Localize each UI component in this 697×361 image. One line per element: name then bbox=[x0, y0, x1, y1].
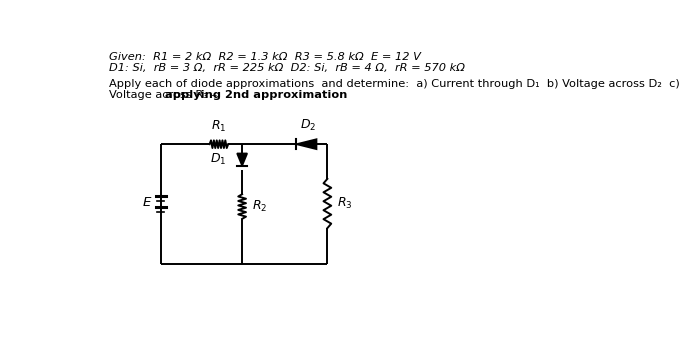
Polygon shape bbox=[296, 139, 316, 149]
Text: D1: Si,  rB = 3 Ω,  rR = 225 kΩ  D2: Si,  rB = 4 Ω,  rR = 570 kΩ: D1: Si, rB = 3 Ω, rR = 225 kΩ D2: Si, rB… bbox=[109, 62, 465, 73]
Text: $R_2$: $R_2$ bbox=[252, 199, 268, 214]
Text: Voltage across R₃ –: Voltage across R₃ – bbox=[109, 90, 221, 100]
Text: Apply each of diode approximations  and determine:  a) Current through D₁  b) Vo: Apply each of diode approximations and d… bbox=[109, 79, 680, 89]
Polygon shape bbox=[237, 153, 247, 166]
Text: E: E bbox=[143, 196, 151, 209]
Text: Given:  R1 = 2 kΩ  R2 = 1.3 kΩ  R3 = 5.8 kΩ  E = 12 V: Given: R1 = 2 kΩ R2 = 1.3 kΩ R3 = 5.8 kΩ… bbox=[109, 52, 421, 62]
Text: $D_1$: $D_1$ bbox=[210, 152, 227, 167]
Text: $R_1$: $R_1$ bbox=[211, 119, 227, 134]
Text: $R_3$: $R_3$ bbox=[337, 196, 352, 211]
Text: $D_2$: $D_2$ bbox=[300, 118, 316, 132]
Text: applying 2nd approximation: applying 2nd approximation bbox=[164, 90, 347, 100]
